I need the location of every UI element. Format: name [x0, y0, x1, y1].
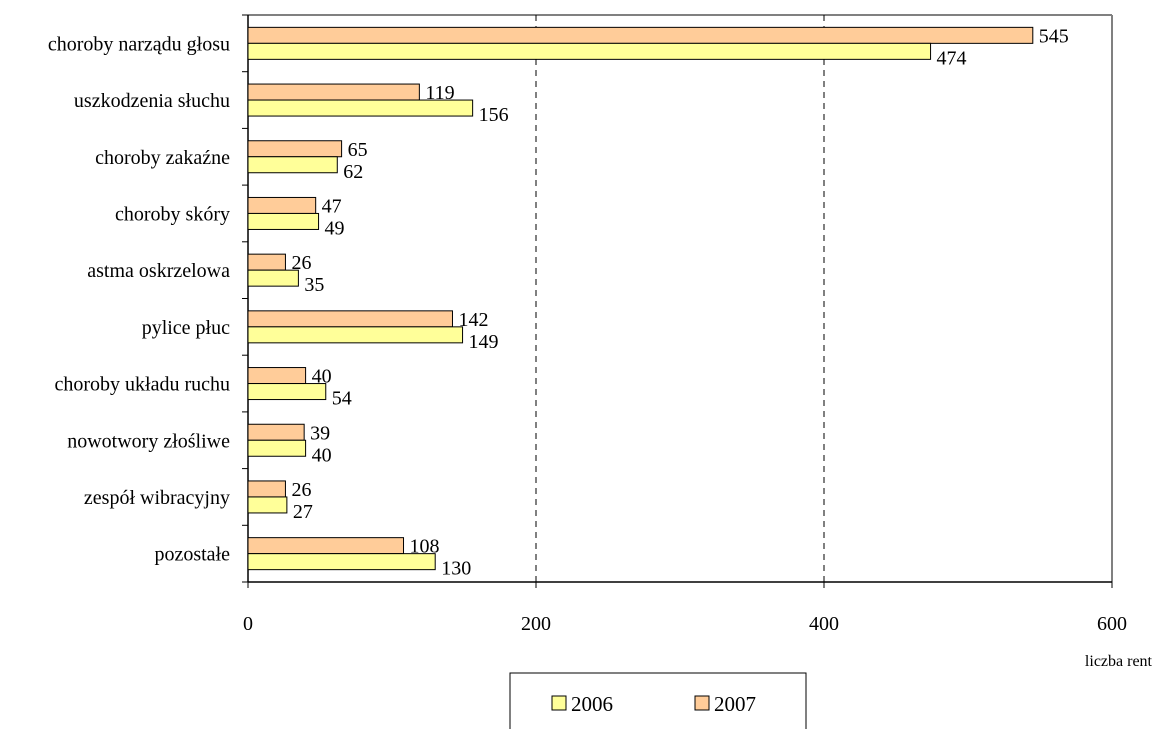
bar-2006 — [247, 439, 307, 457]
bar-2007 — [247, 480, 286, 498]
bar-2007 — [247, 140, 343, 158]
data-label-2006: 49 — [325, 217, 345, 239]
bar-2007 — [247, 196, 317, 214]
legend-swatch-2006 — [551, 695, 567, 711]
x-tick-label: 200 — [521, 613, 551, 635]
data-label-2007: 26 — [291, 479, 311, 501]
data-label-2006: 130 — [441, 558, 471, 580]
bar-2007 — [247, 367, 307, 385]
data-label-2006: 35 — [304, 274, 324, 296]
category-label: choroby skóry — [115, 203, 230, 225]
data-label-2007: 65 — [348, 139, 368, 161]
bar-2006 — [247, 42, 932, 60]
bar-2006 — [247, 383, 327, 401]
data-label-2007: 39 — [310, 422, 330, 444]
legend-swatch-2007 — [694, 695, 710, 711]
legend-box — [509, 672, 807, 729]
data-label-2006: 156 — [479, 104, 509, 126]
bar-2006 — [247, 156, 338, 174]
data-label-2006: 149 — [469, 331, 499, 353]
data-label-2006: 40 — [312, 444, 332, 466]
data-label-2007: 108 — [410, 536, 440, 558]
bar-2006 — [247, 212, 320, 230]
bar-2006 — [247, 99, 474, 117]
data-label-2007: 47 — [322, 195, 342, 217]
x-axis-title: liczba rent — [1085, 653, 1153, 670]
category-label: choroby zakaźne — [95, 147, 230, 169]
x-tick-label: 600 — [1097, 613, 1127, 635]
bar-2006 — [247, 326, 464, 344]
bar-2007 — [247, 83, 420, 101]
bar-2006 — [247, 496, 288, 514]
category-label: pylice płuc — [142, 317, 230, 339]
x-tick-label: 400 — [809, 613, 839, 635]
category-label: zespół wibracyjny — [84, 487, 230, 509]
data-label-2007: 26 — [291, 252, 311, 274]
data-label-2007: 142 — [458, 309, 488, 331]
category-label: choroby układu ruchu — [54, 374, 230, 396]
bar-2006 — [247, 553, 436, 571]
bar-2006 — [247, 269, 299, 287]
bar-2007 — [247, 423, 305, 441]
bar-2007 — [247, 253, 286, 271]
data-label-2007: 40 — [312, 366, 332, 388]
bar-2007 — [247, 537, 405, 555]
data-label-2006: 27 — [293, 501, 313, 523]
category-label: astma oskrzelowa — [87, 260, 230, 282]
legend-label-2007: 2007 — [714, 692, 756, 716]
bar-2007 — [247, 26, 1034, 44]
data-label-2006: 62 — [343, 161, 363, 183]
category-label: pozostałe — [154, 544, 230, 566]
data-label-2006: 54 — [332, 388, 352, 410]
x-tick-label: 0 — [243, 613, 253, 635]
category-label: nowotwory złośliwe — [67, 430, 230, 452]
data-label-2007: 545 — [1039, 25, 1069, 47]
bar-2007 — [247, 310, 453, 328]
legend-label-2006: 2006 — [571, 692, 613, 716]
data-label-2007: 119 — [425, 82, 454, 104]
category-label: choroby narządu głosu — [48, 33, 230, 55]
data-label-2006: 474 — [937, 47, 967, 69]
category-label: uszkodzenia słuchu — [74, 90, 230, 112]
